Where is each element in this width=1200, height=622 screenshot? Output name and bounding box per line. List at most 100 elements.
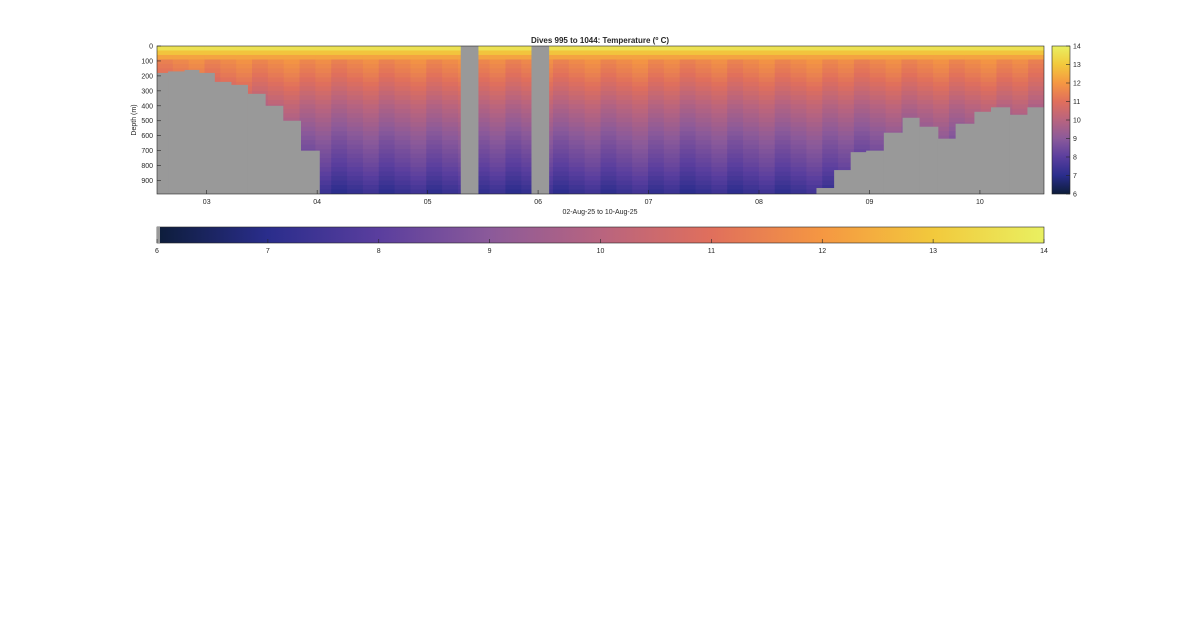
heatmap-cell (933, 122, 950, 128)
heatmap-cell (568, 81, 586, 87)
heatmap-cell (489, 50, 507, 56)
heatmap-cell (663, 72, 681, 78)
heatmap-cell (347, 72, 364, 78)
heatmap-cell (695, 108, 712, 114)
heatmap-cell (616, 46, 633, 52)
heatmap-cell (378, 158, 396, 164)
heatmap-cell (1012, 50, 1029, 56)
heatmap-cell (347, 81, 364, 87)
heatmap-cell (679, 180, 697, 186)
heatmap-cell (172, 46, 190, 52)
heatmap-cell (774, 59, 792, 65)
heatmap-cell (378, 185, 396, 191)
heatmap-cell (315, 144, 332, 150)
heatmap-cell (410, 162, 427, 168)
heatmap-cell (552, 77, 570, 83)
heatmap-cell (727, 122, 744, 128)
heatmap-cell (933, 68, 950, 74)
heatmap-cell (790, 140, 808, 146)
seafloor-segment (184, 69, 200, 194)
heatmap-cell (552, 167, 570, 173)
heatmap-cell (378, 95, 396, 101)
heatmap-cell (853, 50, 871, 56)
heatmap-cell (410, 77, 427, 83)
heatmap-cell (1028, 72, 1044, 78)
heatmap-cell (743, 167, 760, 173)
heatmap-cell (204, 68, 221, 74)
heatmap-cell (521, 99, 538, 105)
heatmap-cell (806, 68, 823, 74)
heatmap-cell (473, 158, 491, 164)
heatmap-cell (552, 54, 570, 61)
heatmap-cell (1028, 54, 1044, 61)
heatmap-cell (806, 189, 823, 194)
heatmap-cell (663, 153, 681, 159)
heatmap-cell (473, 90, 491, 96)
heatmap-cell (489, 59, 507, 65)
heatmap-cell (616, 86, 633, 92)
heatmap-cell (473, 117, 491, 123)
heatmap-cell (521, 180, 538, 186)
heatmap-cell (410, 108, 427, 114)
heatmap-cell (679, 108, 697, 114)
heatmap-cell (568, 144, 586, 150)
heatmap-cell (426, 162, 443, 168)
heatmap-cell (632, 104, 649, 110)
heatmap-cell (774, 95, 792, 101)
heatmap-cell (394, 185, 412, 191)
heatmap-cell (648, 135, 665, 141)
heatmap-cell (838, 68, 855, 74)
heatmap-cell (584, 81, 602, 87)
heatmap-cell (299, 104, 316, 110)
heatmap-cell (806, 72, 823, 78)
heatmap-cell (917, 46, 934, 52)
heatmap-cell (552, 180, 570, 186)
heatmap-cell (267, 63, 285, 70)
y-tick-label: 800 (141, 163, 153, 170)
heatmap-cell (600, 54, 617, 61)
heatmap-cell (172, 54, 190, 61)
heatmap-cell (616, 122, 633, 128)
heatmap-cell (378, 113, 396, 119)
heatmap-cell (394, 46, 412, 52)
heatmap-cell (806, 176, 823, 182)
heatmap-cell (315, 46, 332, 52)
heatmap-cell (362, 63, 380, 70)
heatmap-cell (568, 72, 586, 78)
heatmap-cell (933, 63, 950, 70)
heatmap-cell (299, 59, 316, 65)
heatmap-cell (885, 99, 903, 105)
heatmap-cell (727, 50, 744, 56)
heatmap-cell (600, 149, 617, 155)
heatmap-cell (695, 153, 712, 159)
heatmap-cell (790, 167, 808, 173)
heatmap-cell (600, 63, 617, 70)
heatmap-cell (442, 189, 459, 194)
heatmap-cell (252, 86, 269, 92)
heatmap-cell (679, 99, 697, 105)
heatmap-cell (600, 113, 617, 119)
heatmap-cell (869, 72, 887, 78)
heatmap-cell (679, 171, 697, 177)
heatmap-cell (679, 135, 697, 141)
heatmap-cell (584, 95, 602, 101)
heatmap-cell (394, 158, 412, 164)
heatmap-cell (442, 117, 459, 123)
heatmap-cell (743, 140, 760, 146)
heatmap-cell (996, 46, 1013, 52)
heatmap-cell (442, 59, 459, 65)
heatmap-cell (853, 90, 871, 96)
heatmap-cell (426, 108, 443, 114)
heatmap-cell (695, 99, 712, 105)
heatmap-cell (1012, 108, 1029, 114)
heatmap-cell (758, 180, 776, 186)
heatmap-cell (600, 153, 617, 159)
heatmap-cell (711, 54, 728, 61)
heatmap-cell (584, 140, 602, 146)
heatmap-cell (442, 99, 459, 105)
heatmap-cell (743, 50, 760, 56)
heatmap-cell (442, 171, 459, 177)
heatmap-cell (727, 54, 744, 61)
heatmap-cell (426, 185, 443, 191)
heatmap-cell (584, 117, 602, 123)
